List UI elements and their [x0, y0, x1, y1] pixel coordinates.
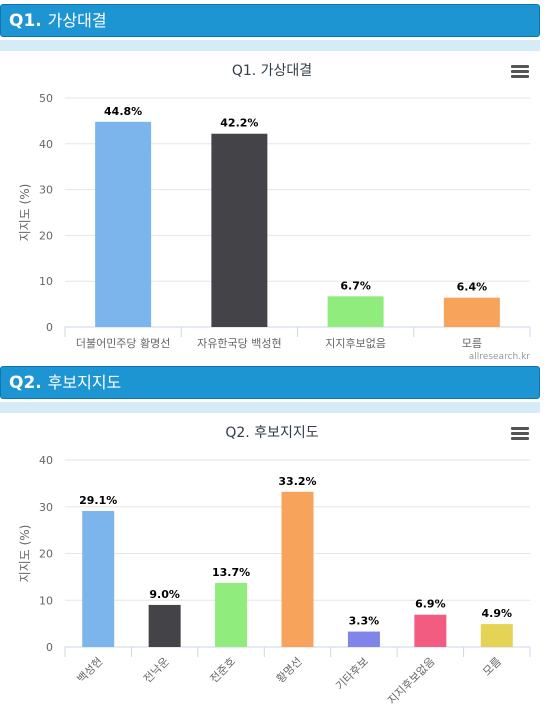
- y-tick-label: 0: [46, 321, 53, 334]
- data-label: 6.4%: [457, 281, 488, 294]
- bar: [480, 624, 513, 647]
- y-tick-label: 30: [39, 184, 53, 197]
- y-tick-label: 10: [39, 275, 53, 288]
- section-1-number: Q1.: [9, 11, 42, 31]
- section-1-header: Q1. 가상대결: [0, 4, 540, 37]
- y-tick-label: 20: [39, 548, 53, 561]
- bar: [148, 604, 181, 647]
- section-2-title: 후보지지도: [47, 373, 122, 392]
- chart-q2: Q2. 후보지지도 0 10 20 30 40 지지도 (%) 29.1% 백성현 9.0% 전낙운…: [0, 413, 544, 711]
- x-tick-label: 모름: [462, 337, 482, 350]
- x-tick-label: 지지후보없음: [385, 655, 437, 707]
- data-label: 33.2%: [278, 475, 316, 488]
- data-label: 6.7%: [340, 279, 371, 292]
- section-2-header: Q2. 후보지지도: [0, 366, 540, 399]
- chart-q1-svg: Q1. 가상대결 0 10 20 30 40 50 지지도 (%) 44.8% 더불어민주당 황명…: [18, 63, 531, 362]
- y-tick-label: 40: [39, 138, 53, 151]
- y-tick-label: 20: [39, 229, 53, 242]
- y-tick-label: 30: [39, 501, 53, 514]
- chart-menu-icon[interactable]: [511, 65, 529, 79]
- chart-q1: Q1. 가상대결 0 10 20 30 40 50 지지도 (%) 44.8% 더불어민주당 황명…: [0, 51, 544, 366]
- bar: [327, 296, 384, 327]
- x-tick-label: 백성현: [75, 655, 106, 686]
- chart-title: Q1. 가상대결: [232, 63, 312, 79]
- data-label: 44.8%: [104, 105, 142, 118]
- y-tick-label: 40: [39, 454, 53, 467]
- data-label: 42.2%: [220, 117, 258, 130]
- x-tick-label: 전준호: [208, 655, 239, 686]
- section-1-subbar: [0, 40, 540, 51]
- bar: [95, 121, 152, 327]
- data-label: 9.0%: [149, 588, 180, 601]
- bar: [347, 631, 380, 647]
- chart-q2-svg: Q2. 후보지지도 0 10 20 30 40 지지도 (%) 29.1% 백성현 9.0% 전낙운…: [18, 425, 531, 707]
- data-label: 3.3%: [349, 615, 380, 628]
- section-2-subbar: [0, 402, 540, 413]
- chart-menu-icon[interactable]: [511, 427, 529, 441]
- x-tick-label: 전낙운: [141, 655, 172, 686]
- x-tick-label: 모름: [480, 655, 504, 679]
- data-label: 13.7%: [212, 566, 250, 579]
- y-tick-label: 0: [46, 641, 53, 654]
- chart-title: Q2. 후보지지도: [225, 425, 318, 441]
- y-tick-label: 10: [39, 594, 53, 607]
- x-tick-label: 자유한국당 백성현: [197, 337, 281, 350]
- data-label: 6.9%: [415, 598, 446, 611]
- x-tick-label: 더불어민주당 황명선: [76, 337, 171, 350]
- bar: [82, 510, 115, 647]
- y-tick-label: 50: [39, 92, 53, 105]
- credit-text: allresearch.kr: [469, 352, 531, 362]
- y-axis-label: 지지도 (%): [18, 525, 32, 583]
- bar: [281, 491, 314, 647]
- data-label: 4.9%: [482, 607, 513, 620]
- section-1-title: 가상대결: [47, 11, 107, 30]
- data-label: 29.1%: [79, 494, 117, 507]
- y-axis-label: 지지도 (%): [18, 184, 32, 242]
- bar: [443, 297, 500, 327]
- x-tick-label: 지지후보없음: [325, 337, 386, 350]
- bar: [211, 133, 268, 327]
- bar: [414, 614, 447, 647]
- section-2-number: Q2.: [9, 373, 42, 393]
- x-tick-label: 황명선: [274, 655, 305, 686]
- x-tick-label: 기타후보: [333, 655, 371, 693]
- bar: [215, 582, 248, 647]
